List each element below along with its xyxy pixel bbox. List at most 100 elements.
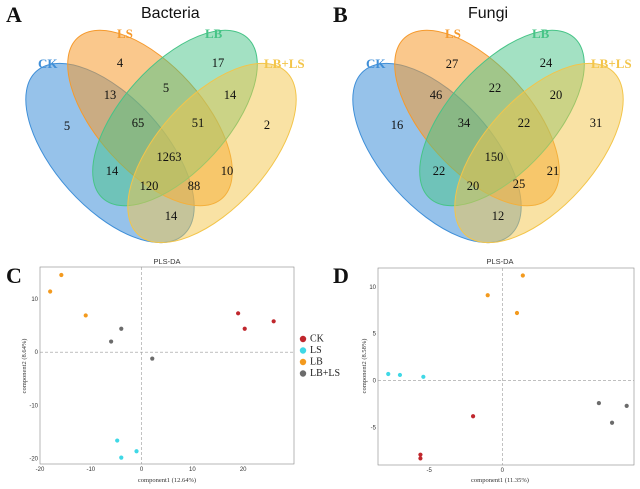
- region-ck-lb-lbls: 20: [467, 179, 480, 193]
- venn-title-bacteria: Bacteria: [141, 5, 200, 22]
- region-all: 1263: [157, 150, 182, 164]
- ellipse-lbls: [454, 62, 624, 244]
- plot-frame-d: [377, 267, 635, 466]
- venn-bacteria-values: 5 4 17 2 13 5 14 65 51 1263 14 10 120 88…: [64, 56, 270, 223]
- panel-letter-d: D: [333, 263, 349, 288]
- axes-c: -20 -10 0 10 20 10 0 -10 -20: [29, 267, 294, 473]
- x-tick-label: 10: [189, 467, 196, 473]
- region-all: 150: [485, 150, 504, 164]
- point-ck: [470, 414, 476, 419]
- region-ls-lbls: 10: [221, 164, 234, 178]
- point-lb: [514, 310, 520, 316]
- x-tick-label: 0: [140, 467, 144, 473]
- point-lb: [48, 289, 53, 294]
- x-tick-label: 20: [240, 467, 247, 473]
- y-tick-label: -5: [371, 425, 377, 431]
- region-ls-lb: 5: [163, 81, 169, 95]
- point-lb-ls: [609, 420, 615, 425]
- point-ls: [421, 374, 426, 379]
- plsda-bacteria: C PLS-DA -20 -10 0 10 20 10 0 -10 -20 component1…: [6, 257, 295, 484]
- region-ls-lb-lbls: 51: [192, 116, 205, 130]
- set-label-lbls: LB+LS: [264, 56, 305, 71]
- point-lb-ls: [109, 339, 114, 344]
- x-tick-label: -20: [36, 467, 45, 473]
- ellipse-lbls: [127, 62, 297, 244]
- region-ls-lbls: 21: [547, 164, 560, 178]
- point-lb: [520, 273, 525, 278]
- y-axis-label-d: component2 (8.58%): [361, 339, 368, 394]
- panel-letter-a: A: [6, 2, 22, 27]
- region-ck-ls-lb: 65: [132, 116, 145, 130]
- region-ls: 27: [446, 57, 459, 71]
- set-label-ls: LS: [117, 26, 133, 41]
- legend-marker: [299, 347, 307, 354]
- region-ck: 5: [64, 119, 70, 133]
- y-tick-label: 0: [35, 350, 39, 356]
- legend-label: LB: [310, 356, 323, 367]
- region-lbls: 31: [590, 116, 603, 130]
- point-ck: [271, 319, 276, 324]
- region-ck-lb: 14: [106, 164, 119, 178]
- set-label-lb: LB: [532, 26, 550, 41]
- y-tick-label: -20: [29, 457, 38, 463]
- region-ck-ls-lbls: 25: [513, 177, 526, 191]
- legend-marker: [299, 370, 307, 377]
- legend-marker: [299, 358, 307, 366]
- region-ck-ls-lbls: 88: [188, 179, 201, 193]
- region-ck-lbls: 14: [165, 209, 178, 223]
- y-tick-label: 10: [369, 285, 376, 291]
- region-ck: 16: [391, 118, 404, 132]
- plot-title-c: PLS-DA: [153, 257, 180, 266]
- region-lb-lbls: 14: [224, 88, 237, 102]
- x-axis-label-c: component1 (12.64%): [138, 477, 196, 484]
- set-label-lb: LB: [205, 26, 223, 41]
- venn-title-fungi: Fungi: [468, 5, 508, 22]
- y-tick-label: 5: [373, 332, 377, 338]
- point-lb-ls: [150, 356, 155, 361]
- region-ck-lbls: 12: [492, 209, 505, 223]
- point-ls: [115, 438, 120, 443]
- set-label-ck: CK: [366, 56, 386, 71]
- venn-fungi: B Fungi CK LS LB LB+LS 16 27 24 31 46 22…: [333, 2, 632, 244]
- legend-label: LB+LS: [310, 368, 340, 379]
- set-label-ls: LS: [445, 26, 461, 41]
- region-lb: 17: [212, 56, 225, 70]
- point-ls: [386, 371, 391, 377]
- region-ls-lb: 22: [489, 81, 502, 95]
- point-ck: [418, 452, 423, 457]
- y-tick-label: 10: [31, 297, 38, 303]
- region-ck-ls: 13: [104, 88, 117, 102]
- point-ck: [418, 456, 423, 461]
- x-tick-label: -10: [86, 467, 95, 473]
- points-d: [386, 273, 629, 461]
- y-tick-label: 0: [373, 379, 377, 385]
- x-tick-label: 0: [501, 468, 505, 474]
- point-lb: [83, 313, 88, 318]
- legend-label: CK: [310, 333, 325, 344]
- point-ck: [236, 311, 241, 316]
- venn-bacteria: A Bacteria CK LS LB LB+LS 5 4 17 2 13 5 …: [6, 2, 305, 244]
- region-ls: 4: [117, 56, 124, 70]
- point-lb-ls: [119, 326, 124, 331]
- region-lb-lbls: 20: [550, 88, 563, 102]
- region-ck-lb: 22: [433, 164, 446, 178]
- set-label-lbls: LB+LS: [591, 56, 632, 71]
- x-axis-label-d: component1 (11.35%): [471, 477, 529, 484]
- point-ls: [134, 449, 139, 454]
- y-axis-label-c: component2 (8.64%): [21, 339, 28, 394]
- region-ck-ls: 46: [430, 88, 443, 102]
- point-lb: [485, 293, 490, 298]
- point-lb-ls: [596, 400, 601, 406]
- region-lbls: 2: [264, 118, 270, 132]
- panel-letter-b: B: [333, 2, 348, 27]
- region-ck-lb-lbls: 120: [140, 179, 159, 193]
- legend-label: LS: [310, 345, 322, 356]
- panel-letter-c: C: [6, 263, 22, 288]
- region-ls-lb-lbls: 22: [518, 116, 531, 130]
- region-lb: 24: [540, 56, 553, 70]
- point-lb: [59, 272, 64, 278]
- set-label-ck: CK: [38, 56, 58, 71]
- y-tick-label: -10: [29, 403, 38, 409]
